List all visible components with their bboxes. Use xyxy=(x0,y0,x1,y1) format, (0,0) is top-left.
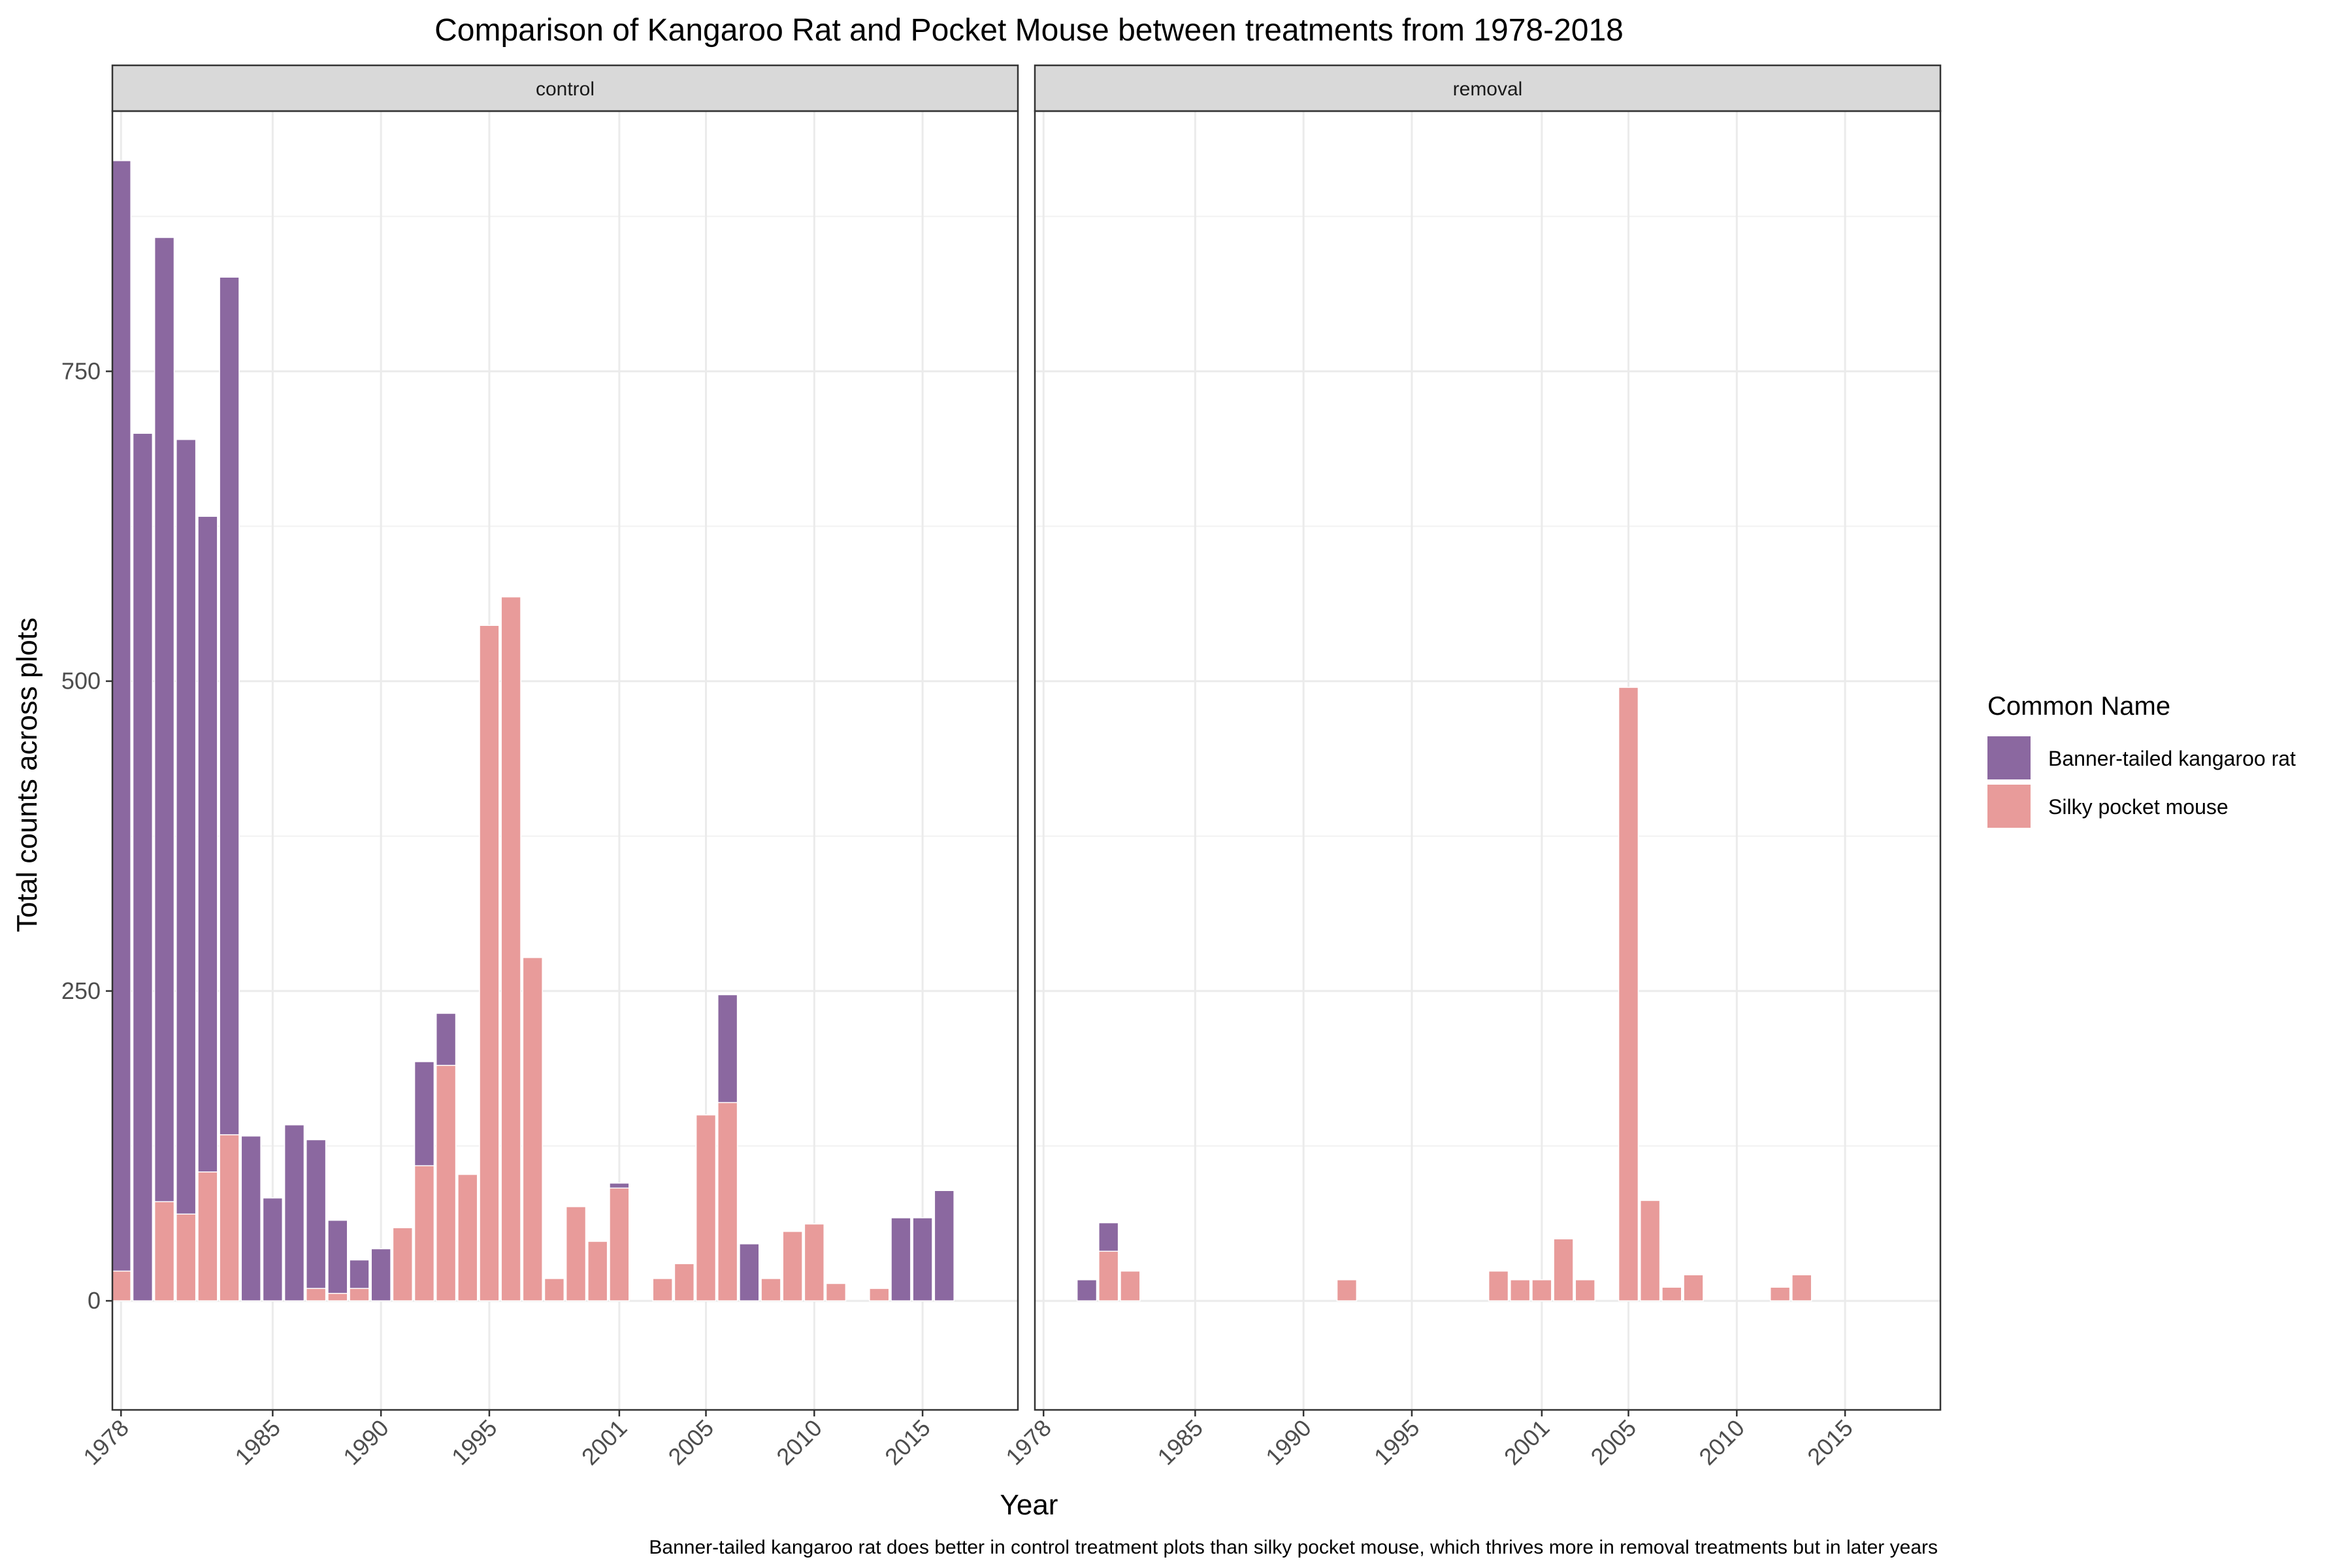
bar-mouse-2001 xyxy=(609,1187,630,1301)
x-tick-label: 1985 xyxy=(1152,1414,1208,1471)
y-tick-label: 250 xyxy=(61,977,101,1004)
y-tick-label: 500 xyxy=(61,668,101,694)
legend-label-mouse: Silky pocket mouse xyxy=(2048,795,2229,819)
caption: Banner-tailed kangaroo rat does better i… xyxy=(649,1537,1938,1558)
x-tick-label: 2010 xyxy=(1693,1414,1750,1471)
panels: control 1978 1985 1990 1995 2001 2005 2010 2015 0… xyxy=(61,64,1942,1471)
bar-kangaroo-1979 xyxy=(132,433,154,1301)
bar-mouse-1978 xyxy=(110,1270,131,1301)
bar-mouse-1993 xyxy=(435,1064,457,1301)
bar-mouse-2013 xyxy=(1791,1274,1812,1301)
bar-mouse-2013 xyxy=(869,1288,890,1301)
panel-control: control 1978 1985 1990 1995 2001 2005 2010 2015 0… xyxy=(61,64,1019,1471)
bar-mouse-2006 xyxy=(717,1102,738,1301)
bar-mouse-1992 xyxy=(414,1165,435,1301)
bar-kangaroo-1983 xyxy=(219,276,240,1301)
bar-mouse-2003 xyxy=(652,1278,673,1301)
bar-mouse-2006 xyxy=(1640,1200,1661,1301)
bar-kangaroo-2015 xyxy=(912,1217,933,1301)
bar-mouse-1988 xyxy=(327,1292,348,1301)
y-tick-label: 750 xyxy=(61,357,101,384)
bar-mouse-1994 xyxy=(457,1173,478,1301)
bar-mouse-1983 xyxy=(219,1134,240,1301)
bar-mouse-2003 xyxy=(1575,1279,1595,1301)
bar-kangaroo-1980 xyxy=(154,237,175,1301)
bar-mouse-2005 xyxy=(695,1114,717,1301)
bar-mouse-1981 xyxy=(176,1213,197,1301)
bar-kangaroo-1988 xyxy=(327,1220,348,1301)
bar-mouse-1998 xyxy=(544,1278,565,1301)
bar-mouse-2001 xyxy=(1531,1279,1552,1301)
legend-swatch-kangaroo xyxy=(1987,736,2031,779)
x-tick-label: 2005 xyxy=(663,1414,719,1471)
panel-removal: removal 1978 1985 1990 1995 2001 2005 2010 2015 xyxy=(1000,64,1942,1471)
x-tick-label: 2015 xyxy=(879,1414,936,1471)
panel-background xyxy=(112,111,1018,1410)
bar-kangaroo-1985 xyxy=(262,1197,284,1301)
bar-mouse-2004 xyxy=(674,1263,695,1301)
bar-mouse-2008 xyxy=(760,1278,781,1301)
strip-removal xyxy=(1034,64,1942,112)
legend-swatch-mouse xyxy=(1987,785,2031,828)
bar-kangaroo-2016 xyxy=(934,1190,955,1301)
chart-title: Comparison of Kangaroo Rat and Pocket Mo… xyxy=(434,13,1624,48)
x-tick-label: 1990 xyxy=(1260,1414,1316,1471)
bar-mouse-1997 xyxy=(522,956,543,1301)
legend: Common Name Banner-tailed kangaroo rat S… xyxy=(1987,692,2296,828)
bar-mouse-2007 xyxy=(1661,1286,1682,1301)
bar-kangaroo-1980 xyxy=(1076,1279,1098,1301)
bar-mouse-2011 xyxy=(825,1282,847,1301)
strip-label-removal: removal xyxy=(1453,78,1523,100)
bar-mouse-1989 xyxy=(349,1288,370,1301)
x-tick-label: 2001 xyxy=(1499,1414,1555,1471)
panel-background xyxy=(1035,111,1940,1410)
x-tick-label: 1990 xyxy=(338,1414,394,1471)
bar-mouse-1999 xyxy=(565,1206,587,1301)
x-tick-label: 1978 xyxy=(78,1414,134,1471)
bar-mouse-2002 xyxy=(1553,1238,1574,1301)
bar-kangaroo-1990 xyxy=(370,1248,391,1301)
bar-kangaroo-2007 xyxy=(739,1243,760,1301)
bar-mouse-1981 xyxy=(1098,1250,1119,1301)
bar-mouse-1982 xyxy=(1120,1270,1141,1301)
bar-kangaroo-1978 xyxy=(110,160,131,1301)
x-tick-label: 1978 xyxy=(1000,1414,1056,1471)
bar-mouse-1999 xyxy=(1488,1270,1509,1301)
x-tick-label: 1995 xyxy=(1369,1414,1425,1471)
bar-mouse-1992 xyxy=(1336,1279,1358,1301)
bar-kangaroo-1987 xyxy=(306,1139,327,1301)
x-tick-label: 2005 xyxy=(1586,1414,1642,1471)
bar-mouse-2000 xyxy=(1510,1279,1531,1301)
bar-mouse-2000 xyxy=(587,1241,608,1301)
bar-mouse-1982 xyxy=(197,1171,218,1301)
bar-mouse-1996 xyxy=(500,596,521,1301)
x-tick-label: 2001 xyxy=(576,1414,632,1471)
bar-kangaroo-1981 xyxy=(176,438,197,1301)
y-tick-label: 0 xyxy=(88,1287,101,1314)
bar-mouse-2005 xyxy=(1618,687,1639,1301)
bar-mouse-2012 xyxy=(1769,1286,1791,1301)
bar-mouse-1987 xyxy=(306,1288,327,1301)
bar-kangaroo-1984 xyxy=(240,1135,261,1301)
legend-title: Common Name xyxy=(1987,692,2170,721)
legend-label-kangaroo: Banner-tailed kangaroo rat xyxy=(2048,747,2296,770)
bar-mouse-2009 xyxy=(782,1231,803,1301)
x-tick-label: 2015 xyxy=(1802,1414,1858,1471)
bar-mouse-1995 xyxy=(479,625,500,1301)
bar-mouse-1991 xyxy=(392,1227,413,1301)
x-tick-label: 1985 xyxy=(229,1414,286,1471)
x-tick-label: 2010 xyxy=(771,1414,827,1471)
bar-mouse-2010 xyxy=(804,1223,825,1301)
y-axis-title: Total counts across plots xyxy=(11,617,43,932)
bar-kangaroo-2014 xyxy=(890,1217,911,1301)
x-tick-label: 1995 xyxy=(446,1414,502,1471)
bar-mouse-1980 xyxy=(154,1201,175,1301)
strip-label-control: control xyxy=(536,78,595,100)
x-axis-title: Year xyxy=(1000,1489,1058,1521)
strip-control xyxy=(111,64,1019,112)
bar-kangaroo-1986 xyxy=(284,1124,305,1301)
bar-mouse-2008 xyxy=(1683,1274,1704,1301)
